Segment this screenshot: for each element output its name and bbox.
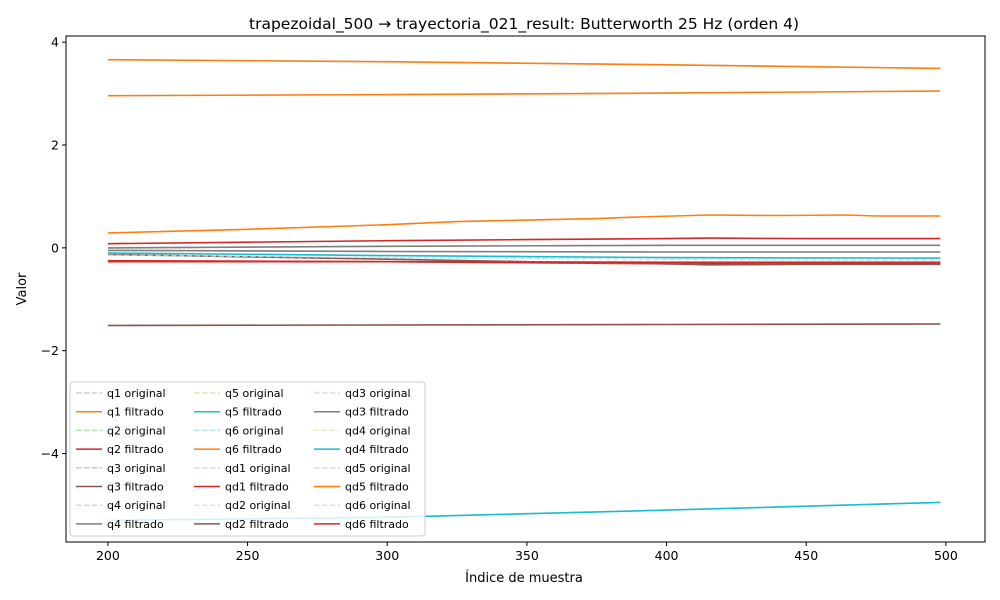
series-line-qd2-filtrado <box>107 253 941 266</box>
y-axis-label: Valor <box>15 272 30 305</box>
legend-label: qd2 filtrado <box>225 518 289 531</box>
plot-frame <box>65 35 986 543</box>
legend-label: q6 filtrado <box>225 443 282 456</box>
legend-label: q2 original <box>107 424 166 437</box>
series-line-qd5-original <box>107 254 941 261</box>
x-tick-label: 500 <box>934 548 958 563</box>
series-layer <box>107 58 941 522</box>
series-line-q3-filtrado <box>107 323 941 327</box>
legend-label: q5 filtrado <box>225 406 282 419</box>
series-line-qd6-filtrado <box>107 260 941 264</box>
y-tick-label: −2 <box>41 343 59 358</box>
legend-label: q1 filtrado <box>107 406 164 419</box>
x-tick-label: 400 <box>655 548 679 563</box>
legend-label: q5 original <box>225 387 284 400</box>
legend-label: q3 filtrado <box>107 481 164 494</box>
legend-label: qd3 filtrado <box>345 406 409 419</box>
legend-label: qd5 filtrado <box>345 481 409 494</box>
series-line-qd5-filtrado <box>107 214 941 234</box>
legend-label: qd1 original <box>225 462 291 475</box>
legend-label: qd6 original <box>345 499 411 512</box>
legend-label: q4 filtrado <box>107 518 164 531</box>
y-tick-label: −4 <box>41 446 59 461</box>
legend-label: q2 filtrado <box>107 443 164 456</box>
y-tick-label: 4 <box>51 35 59 50</box>
x-tick-label: 200 <box>96 548 120 563</box>
series-line-q4-filtrado <box>107 244 941 249</box>
legend-label: qd4 original <box>345 424 411 437</box>
legend-label: q6 original <box>225 424 284 437</box>
legend-label: qd6 filtrado <box>345 518 409 531</box>
legend-label: qd5 original <box>345 462 411 475</box>
series-line-qd1-filtrado <box>107 237 941 245</box>
x-tick-label: 250 <box>236 548 260 563</box>
legend: q1 original q1 filtrado q2 original q2 filt… <box>69 381 426 537</box>
axes-layer: 200 250 300 350 400 450 500 −4 −2 0 2 4 <box>41 35 958 563</box>
legend-label: qd2 original <box>225 499 291 512</box>
series-line-qd4-filtrado <box>107 252 941 259</box>
legend-label: q3 original <box>107 462 166 475</box>
y-tick-label: 2 <box>51 138 59 153</box>
x-tick-label: 350 <box>515 548 539 563</box>
legend-box <box>69 381 426 537</box>
x-tick-label: 450 <box>794 548 818 563</box>
series-line-qd3-filtrado <box>107 249 941 253</box>
series-line-q6-filtrado <box>107 90 941 97</box>
series-line-q1-filtrado <box>107 58 941 70</box>
legend-label: qd4 filtrado <box>345 443 409 456</box>
x-axis-label: Índice de muestra <box>465 570 583 586</box>
legend-label: qd1 filtrado <box>225 481 289 494</box>
chart-title: trapezoidal_500 → trayectoria_021_result… <box>249 15 799 34</box>
legend-label: q1 original <box>107 387 166 400</box>
legend-label: qd3 original <box>345 387 411 400</box>
legend-label: q4 original <box>107 499 166 512</box>
x-tick-label: 300 <box>375 548 399 563</box>
y-tick-label: 0 <box>51 240 59 255</box>
